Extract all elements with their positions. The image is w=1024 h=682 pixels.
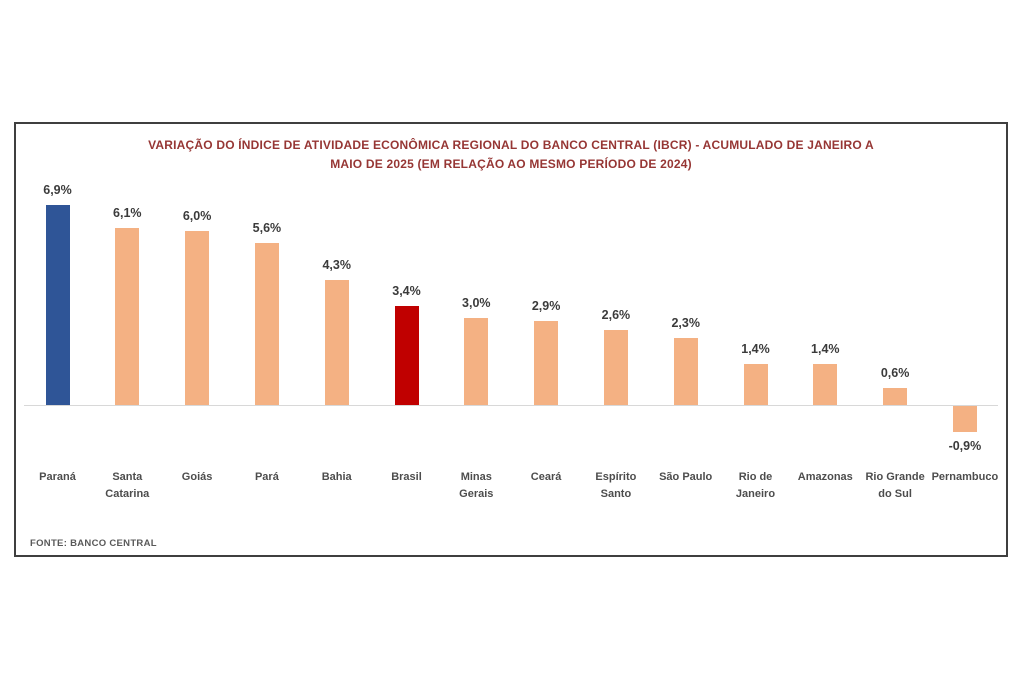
category-label-line: Janeiro [735, 488, 776, 500]
value-label-para: 5,6% [252, 221, 282, 235]
category-label-line: do Sul [878, 488, 912, 500]
category-label-pernambuco: Pernambuco [922, 469, 1008, 486]
category-label-minas-gerais: Minas Gerais [433, 469, 519, 503]
source-note: FONTE: BANCO CENTRAL [30, 538, 157, 549]
category-label-line: Rio de [738, 471, 773, 483]
x-axis-line [24, 405, 998, 406]
bar-rio-grande-do-sul [883, 388, 908, 405]
chart-title-line-1: VARIAÇÃO DO ÍNDICE DE ATIVIDADE ECONÔMIC… [148, 138, 874, 152]
category-label-line: Goiás [181, 471, 213, 483]
chart-title-line-2: MAIO DE 2025 (EM RELAÇÃO AO MESMO PERÍOD… [330, 157, 692, 171]
value-label-goias: 6,0% [182, 209, 212, 223]
category-label-santa-catarina: Santa Catarina [84, 469, 170, 503]
value-label-sao-paulo: 2,3% [671, 316, 700, 330]
category-label-line: Santa [112, 471, 143, 483]
chart-frame: VARIAÇÃO DO ÍNDICE DE ATIVIDADE ECONÔMIC… [14, 122, 1008, 557]
bar-pernambuco [952, 406, 977, 432]
bar-parana [45, 205, 70, 405]
category-label-line: Minas [460, 471, 492, 483]
value-label-amazonas: 1,4% [811, 342, 840, 356]
category-label-parana: Paraná [15, 469, 101, 486]
category-label-line: Gerais [459, 488, 494, 500]
category-label-line: Amazonas [797, 471, 853, 483]
bar-rio-de-janeiro [743, 364, 768, 405]
category-label-line: São Paulo [659, 471, 713, 483]
category-label-goias: Goiás [154, 469, 240, 486]
chart-title: VARIAÇÃO DO ÍNDICE DE ATIVIDADE ECONÔMIC… [16, 136, 1006, 174]
category-label-line: Pernambuco [931, 471, 999, 483]
category-label-line: Brasil [391, 471, 422, 483]
category-label-espirito-santo: Espírito Santo [573, 469, 659, 503]
value-label-pernambuco: -0,9% [948, 439, 982, 453]
category-label-line: Rio Grande [865, 471, 925, 483]
value-label-santa-catarina: 6,1% [113, 206, 142, 220]
bar-para [254, 243, 279, 405]
value-label-espirito-santo: 2,6% [601, 308, 631, 322]
value-label-rio-grande-do-sul: 0,6% [880, 366, 910, 380]
category-label-line: Espírito [595, 471, 637, 483]
bar-amazonas [813, 364, 838, 405]
category-label-rio-grande-do-sul: Rio Grande do Sul [852, 469, 938, 503]
category-label-line: Bahia [321, 471, 352, 483]
bar-minas-gerais [464, 318, 489, 405]
bar-ceara [534, 321, 559, 405]
value-label-rio-de-janeiro: 1,4% [741, 342, 770, 356]
category-label-line: Catarina [105, 488, 150, 500]
category-label-amazonas: Amazonas [782, 469, 868, 486]
value-label-parana: 6,9% [43, 183, 72, 197]
category-label-brasil: Brasil [364, 469, 450, 486]
bar-goias [185, 231, 210, 405]
category-label-line: Santo [600, 488, 632, 500]
category-label-ceara: Ceará [503, 469, 589, 486]
bar-brasil [394, 306, 419, 405]
category-label-line: Paraná [39, 471, 76, 483]
category-label-rio-de-janeiro: Rio de Janeiro [713, 469, 799, 503]
bar-bahia [324, 280, 349, 405]
category-label-line: Pará [254, 471, 279, 483]
bar-espirito-santo [603, 330, 628, 405]
bar-sao-paulo [673, 338, 698, 405]
category-label-line: Ceará [530, 471, 562, 483]
category-label-sao-paulo: São Paulo [643, 469, 729, 486]
value-label-minas-gerais: 3,0% [462, 296, 491, 310]
plot-area: 6,9% Paraná 6,1% Santa Catarina 6,0% Goiás 5,6%… [16, 124, 1006, 555]
value-label-brasil: 3,4% [392, 284, 421, 298]
category-label-para: Pará [224, 469, 310, 486]
category-label-bahia: Bahia [294, 469, 380, 486]
value-label-ceara: 2,9% [531, 299, 561, 313]
value-label-bahia: 4,3% [322, 258, 351, 272]
bar-santa-catarina [115, 228, 140, 405]
